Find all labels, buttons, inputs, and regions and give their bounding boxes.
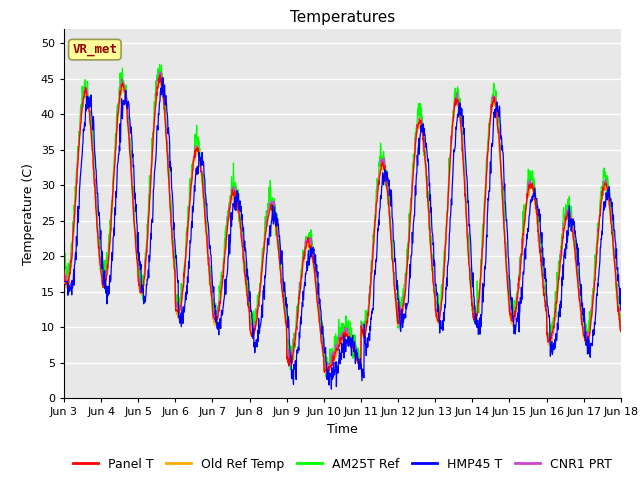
Line: HMP45 T: HMP45 T: [64, 78, 621, 389]
HMP45 T: [502, 218, 510, 224]
CNR1 PRT: [617, 327, 625, 333]
CNR1 PRT: [552, 306, 559, 312]
HMP45 T: [552, 342, 559, 348]
Old Ref Temp: [246, 329, 254, 335]
Panel T: [429, 282, 437, 288]
AM25T Ref: [502, 248, 510, 253]
AM25T Ref: [246, 322, 254, 327]
AM25T Ref: [156, 62, 163, 68]
Panel T: [502, 261, 510, 266]
AM25T Ref: [617, 329, 625, 335]
Panel T: [156, 72, 164, 78]
Old Ref Temp: [502, 264, 510, 270]
Old Ref Temp: [156, 76, 164, 82]
HMP45 T: [429, 240, 437, 246]
CNR1 PRT: [429, 281, 437, 287]
AM25T Ref: [60, 258, 68, 264]
CNR1 PRT: [156, 69, 163, 75]
Panel T: [617, 328, 625, 334]
Old Ref Temp: [171, 272, 179, 278]
CNR1 PRT: [184, 223, 192, 228]
Old Ref Temp: [552, 315, 559, 321]
Panel T: [552, 309, 559, 315]
HMP45 T: [328, 386, 335, 392]
AM25T Ref: [184, 204, 192, 209]
Panel T: [246, 329, 254, 335]
Old Ref Temp: [184, 222, 192, 228]
Text: VR_met: VR_met: [72, 43, 117, 56]
Old Ref Temp: [60, 271, 68, 277]
Line: CNR1 PRT: CNR1 PRT: [64, 72, 621, 374]
HMP45 T: [159, 75, 167, 81]
CNR1 PRT: [324, 371, 332, 377]
HMP45 T: [184, 272, 192, 278]
Panel T: [60, 267, 68, 273]
Panel T: [171, 267, 179, 273]
CNR1 PRT: [502, 267, 510, 273]
HMP45 T: [617, 308, 625, 313]
Title: Temperatures: Temperatures: [290, 10, 395, 25]
Old Ref Temp: [429, 280, 437, 286]
Y-axis label: Temperature (C): Temperature (C): [22, 163, 35, 264]
HMP45 T: [60, 279, 68, 285]
CNR1 PRT: [246, 323, 254, 328]
CNR1 PRT: [171, 265, 179, 271]
Line: Panel T: Panel T: [64, 75, 621, 372]
Old Ref Temp: [324, 373, 332, 379]
Panel T: [321, 370, 328, 375]
Legend: Panel T, Old Ref Temp, AM25T Ref, HMP45 T, CNR1 PRT: Panel T, Old Ref Temp, AM25T Ref, HMP45 …: [68, 453, 616, 476]
CNR1 PRT: [60, 273, 68, 278]
Line: AM25T Ref: AM25T Ref: [64, 65, 621, 377]
X-axis label: Time: Time: [327, 423, 358, 436]
Line: Old Ref Temp: Old Ref Temp: [64, 79, 621, 376]
Old Ref Temp: [617, 328, 625, 334]
AM25T Ref: [552, 289, 559, 295]
AM25T Ref: [429, 276, 437, 281]
HMP45 T: [171, 237, 179, 242]
Panel T: [184, 219, 192, 225]
HMP45 T: [246, 302, 254, 308]
AM25T Ref: [322, 374, 330, 380]
AM25T Ref: [171, 248, 179, 253]
